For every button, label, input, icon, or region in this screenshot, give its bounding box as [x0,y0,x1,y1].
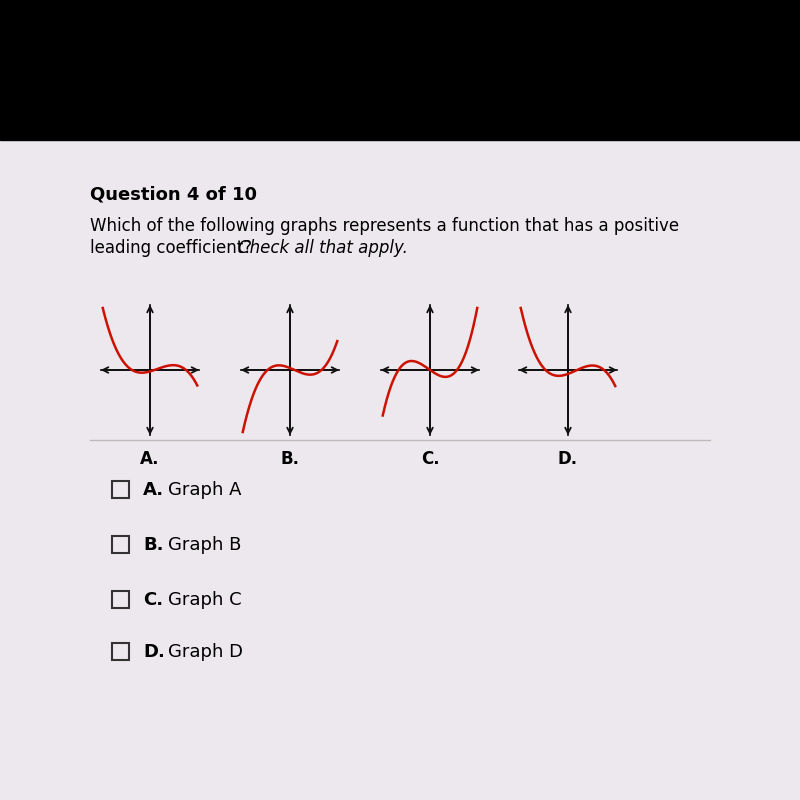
Text: Check all that apply.: Check all that apply. [238,239,408,257]
Text: leading coefficient?: leading coefficient? [90,239,258,257]
Text: C.: C. [421,450,439,468]
Text: Which of the following graphs represents a function that has a positive: Which of the following graphs represents… [90,217,679,235]
Bar [112,481,129,498]
Text: A.: A. [143,481,164,499]
Text: D.: D. [558,450,578,468]
Text: B.: B. [281,450,299,468]
Bar [112,643,129,660]
Text: B.: B. [143,536,163,554]
Text: Graph D: Graph D [168,643,243,661]
Bar [112,536,129,553]
Text: A.: A. [140,450,160,468]
Text: Graph B: Graph B [168,536,242,554]
Text: Graph A: Graph A [168,481,242,499]
Text: C.: C. [143,591,163,609]
Bar [112,591,129,608]
Text: D.: D. [143,643,165,661]
Bar [0,0,800,140]
Text: Graph C: Graph C [168,591,242,609]
Text: Question 4 of 10: Question 4 of 10 [90,185,257,203]
